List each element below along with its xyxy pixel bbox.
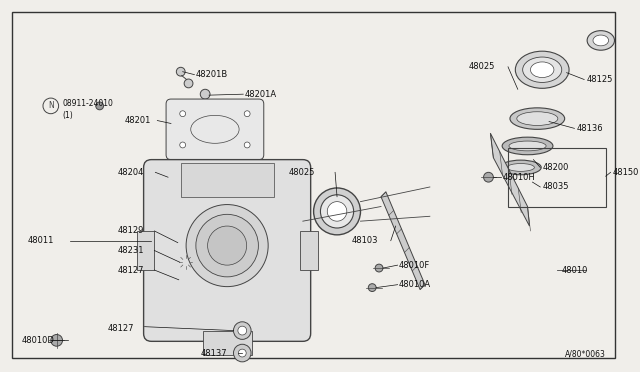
Circle shape <box>96 102 104 110</box>
Polygon shape <box>490 133 529 226</box>
Circle shape <box>321 195 354 228</box>
Circle shape <box>184 79 193 88</box>
Circle shape <box>375 264 383 272</box>
Text: 48010H: 48010H <box>503 173 536 182</box>
Circle shape <box>180 111 186 117</box>
Polygon shape <box>381 192 425 289</box>
Circle shape <box>234 344 251 362</box>
Text: 48204: 48204 <box>117 168 143 177</box>
Bar <box>180 163 273 197</box>
Text: 08911-24010: 08911-24010 <box>63 99 113 108</box>
Circle shape <box>314 188 360 235</box>
Text: 48129: 48129 <box>117 227 143 235</box>
Ellipse shape <box>523 57 562 83</box>
Text: 48035: 48035 <box>542 183 569 192</box>
Circle shape <box>182 278 189 285</box>
FancyBboxPatch shape <box>166 99 264 160</box>
Circle shape <box>180 256 191 268</box>
Ellipse shape <box>507 164 534 171</box>
Circle shape <box>207 226 246 265</box>
FancyBboxPatch shape <box>177 172 253 209</box>
Text: 48127: 48127 <box>117 266 144 275</box>
Bar <box>300 231 317 270</box>
Bar <box>203 331 252 355</box>
Ellipse shape <box>509 141 546 151</box>
Text: 48200: 48200 <box>542 163 568 172</box>
Text: 48127: 48127 <box>108 324 134 333</box>
Ellipse shape <box>515 51 569 88</box>
FancyBboxPatch shape <box>164 161 266 220</box>
FancyBboxPatch shape <box>143 160 310 341</box>
Ellipse shape <box>502 137 553 155</box>
Text: 48010F: 48010F <box>399 261 430 270</box>
Circle shape <box>238 326 246 335</box>
Circle shape <box>484 172 493 182</box>
Circle shape <box>179 275 193 289</box>
Ellipse shape <box>593 35 609 46</box>
Text: 48201A: 48201A <box>244 90 276 99</box>
Text: (1): (1) <box>63 111 73 120</box>
Ellipse shape <box>531 62 554 77</box>
Text: 48136: 48136 <box>577 124 603 133</box>
Bar <box>137 231 154 270</box>
Text: 48201B: 48201B <box>195 70 228 79</box>
Circle shape <box>178 237 189 248</box>
Text: 48025: 48025 <box>469 62 495 71</box>
Circle shape <box>238 349 246 357</box>
Text: 48025: 48025 <box>288 168 315 177</box>
Text: 48010: 48010 <box>562 266 588 275</box>
Circle shape <box>196 214 259 277</box>
Text: 48011: 48011 <box>28 236 54 245</box>
Circle shape <box>368 284 376 292</box>
Text: 48231: 48231 <box>117 246 144 255</box>
Circle shape <box>180 142 186 148</box>
Text: 48201: 48201 <box>125 116 152 125</box>
Circle shape <box>244 111 250 117</box>
Circle shape <box>200 89 210 99</box>
Circle shape <box>51 334 63 346</box>
Circle shape <box>244 142 250 148</box>
Ellipse shape <box>500 160 541 175</box>
Text: A/80*0063: A/80*0063 <box>565 350 605 359</box>
Circle shape <box>177 67 185 76</box>
Circle shape <box>327 202 347 221</box>
Text: 48103: 48103 <box>352 236 378 245</box>
Text: 48010A: 48010A <box>399 280 431 289</box>
Circle shape <box>234 322 251 339</box>
Text: 48137: 48137 <box>200 349 227 357</box>
Text: 48150: 48150 <box>612 168 639 177</box>
Bar <box>508 148 605 206</box>
Circle shape <box>180 240 187 246</box>
Text: N: N <box>48 102 54 110</box>
Ellipse shape <box>516 112 558 125</box>
Ellipse shape <box>587 31 614 50</box>
Text: 48125: 48125 <box>586 75 612 84</box>
Ellipse shape <box>510 108 564 129</box>
Text: 48010D: 48010D <box>22 336 54 345</box>
Circle shape <box>186 205 268 286</box>
